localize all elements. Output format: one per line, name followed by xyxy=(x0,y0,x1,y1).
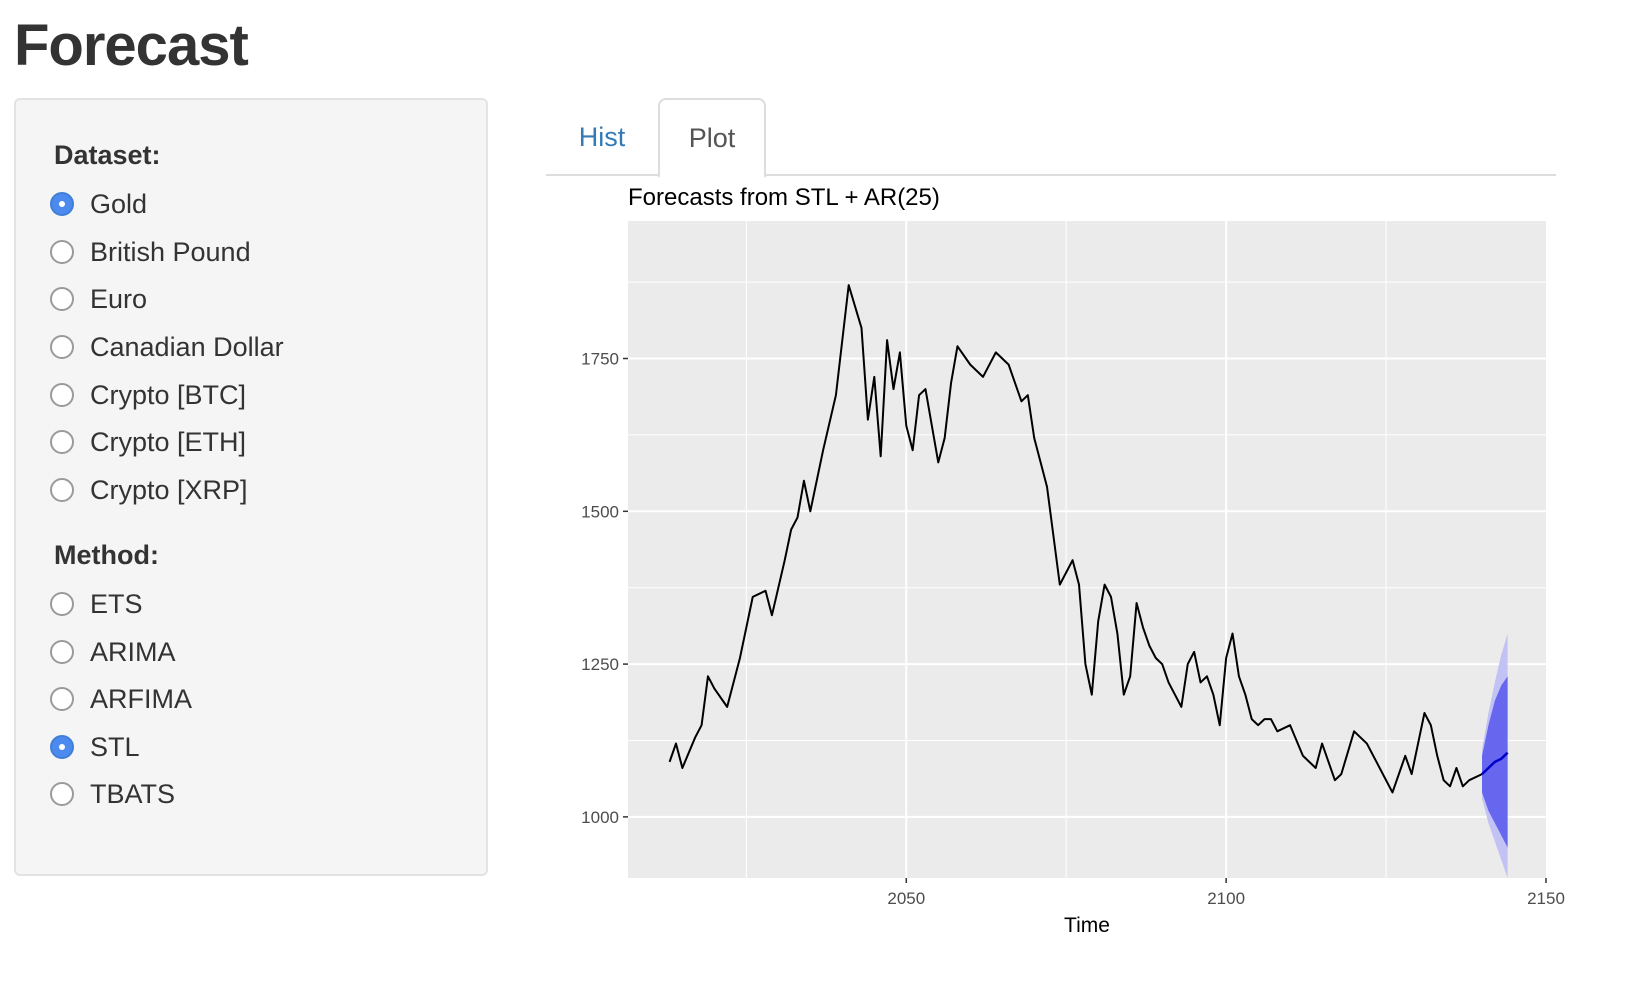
series-lines xyxy=(668,284,1509,794)
radio-button-icon[interactable] xyxy=(50,640,74,664)
forecast-line xyxy=(1481,751,1509,776)
radio-label: ARIMA xyxy=(90,636,176,667)
y-tick-label: 1250 xyxy=(581,655,619,674)
dataset-radio-british-pound[interactable]: British Pound xyxy=(50,232,251,272)
sidebar-panel: Dataset: Gold British Pound Euro Canadia… xyxy=(14,98,488,876)
forecast-chart: 2050 2100 2150 1000 1250 1500 1750 Forecasts f… xyxy=(581,184,1565,936)
radio-button-icon[interactable] xyxy=(50,478,74,502)
radio-button-icon[interactable] xyxy=(50,430,74,454)
radio-label: Euro xyxy=(90,283,148,314)
radio-button-icon[interactable] xyxy=(50,335,74,359)
x-tick-label: 2050 xyxy=(887,889,925,908)
grid-major-lines xyxy=(628,221,1546,878)
dataset-radio-canadian-dollar[interactable]: Canadian Dollar xyxy=(50,327,284,367)
radio-label: ARFIMA xyxy=(90,683,193,714)
dataset-radio-crypto-eth[interactable]: Crypto [ETH] xyxy=(50,422,246,462)
dataset-radio-crypto-xrp[interactable]: Crypto [XRP] xyxy=(50,470,248,510)
radio-button-icon[interactable] xyxy=(50,687,74,711)
dataset-radio-gold[interactable]: Gold xyxy=(50,184,147,224)
app-title: Forecast xyxy=(14,13,249,78)
tab-bar: Hist Plot xyxy=(546,98,1556,178)
chart-title: Forecasts from STL + AR(25) xyxy=(628,184,940,211)
radio-button-icon[interactable] xyxy=(50,782,74,806)
x-tick-label: 2150 xyxy=(1527,889,1565,908)
y-tick-label: 1000 xyxy=(581,808,619,827)
radio-label: Crypto [BTC] xyxy=(90,379,247,410)
history-line xyxy=(668,284,1483,794)
radio-button-icon[interactable] xyxy=(50,592,74,616)
radio-button-icon[interactable] xyxy=(50,735,74,759)
method-radio-stl[interactable]: STL xyxy=(50,727,140,767)
method-label: Method: xyxy=(54,540,159,570)
tab-hist[interactable]: Hist xyxy=(578,121,626,152)
method-radio-tbats[interactable]: TBATS xyxy=(50,774,175,814)
dataset-label: Dataset: xyxy=(54,140,161,170)
method-radio-ets[interactable]: ETS xyxy=(50,584,143,624)
plot-panel xyxy=(628,221,1546,878)
radio-button-icon[interactable] xyxy=(50,240,74,264)
x-tick-label: 2100 xyxy=(1207,889,1245,908)
radio-button-icon[interactable] xyxy=(50,383,74,407)
radio-label: ETS xyxy=(90,588,143,619)
radio-label: STL xyxy=(90,731,140,762)
method-radio-arfima[interactable]: ARFIMA xyxy=(50,679,192,719)
dataset-radio-euro[interactable]: Euro xyxy=(50,279,147,319)
radio-label: TBATS xyxy=(90,778,176,809)
axes: 2050 2100 2150 1000 1250 1500 1750 xyxy=(581,350,1565,908)
tab-plot[interactable]: Plot xyxy=(658,98,766,178)
radio-button-icon[interactable] xyxy=(50,192,74,216)
grid-minor-lines xyxy=(628,221,1546,878)
radio-label: Crypto [XRP] xyxy=(90,474,248,505)
radio-button-icon[interactable] xyxy=(50,287,74,311)
radio-label: Gold xyxy=(90,188,148,219)
radio-label: Canadian Dollar xyxy=(90,331,284,362)
method-radio-arima[interactable]: ARIMA xyxy=(50,632,176,672)
radio-label: Crypto [ETH] xyxy=(90,426,247,457)
radio-label: British Pound xyxy=(90,236,251,267)
x-axis-label: Time xyxy=(1064,914,1110,936)
y-tick-label: 1750 xyxy=(581,350,619,369)
dataset-radio-crypto-btc[interactable]: Crypto [BTC] xyxy=(50,375,246,415)
y-tick-label: 1500 xyxy=(581,502,619,521)
